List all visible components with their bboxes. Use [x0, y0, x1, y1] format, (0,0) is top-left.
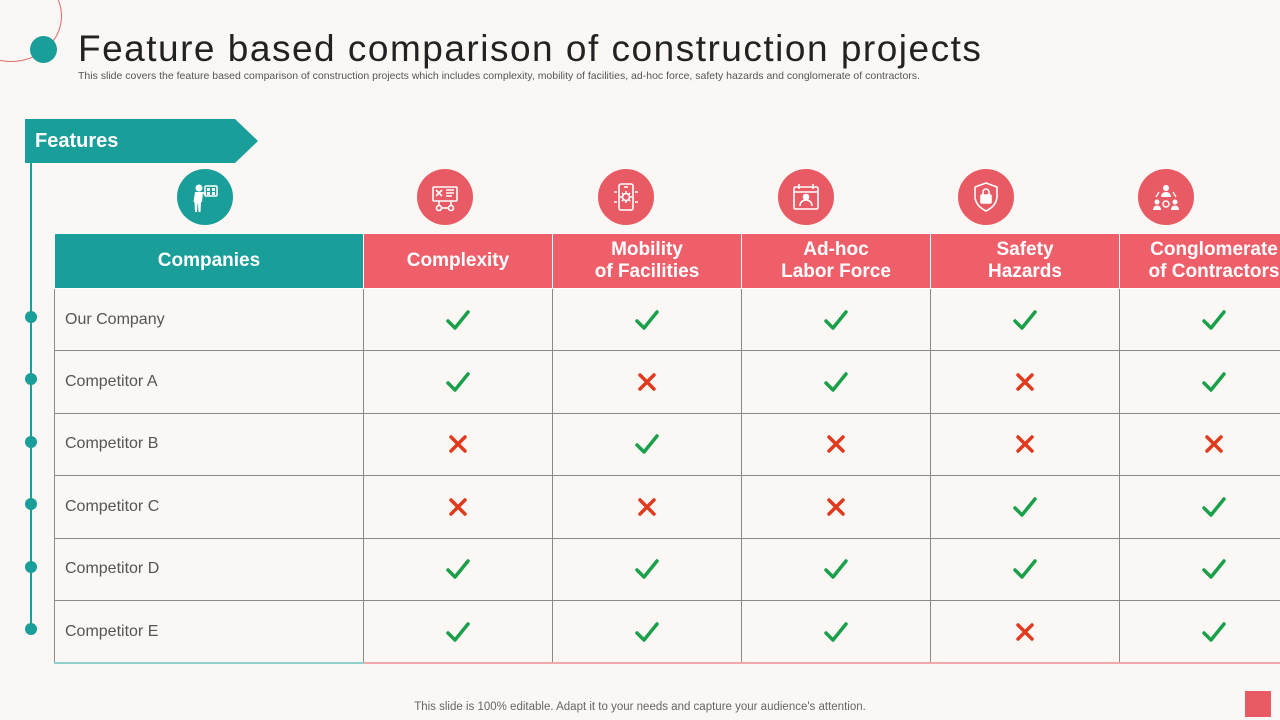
check-icon [741, 350, 931, 414]
check-icon [1119, 475, 1280, 539]
check-icon [930, 475, 1120, 539]
header-mobility: Mobility of Facilities [552, 233, 742, 289]
company-name-cell: Our Company [54, 287, 364, 352]
check-icon [363, 537, 553, 601]
check-icon [363, 287, 553, 352]
check-icon [741, 599, 931, 665]
shield-lock-icon [958, 169, 1014, 225]
cross-icon [552, 475, 742, 539]
check-icon [552, 412, 742, 477]
check-icon [363, 350, 553, 414]
check-icon [1119, 350, 1280, 414]
header-companies: Companies [54, 233, 364, 289]
check-icon [1119, 599, 1280, 665]
check-icon [930, 537, 1120, 601]
comparison-table: Companies Complexity Mobility of Faciliti… [54, 233, 1280, 665]
header-conglomerate: Conglomerate of Contractors [1119, 233, 1280, 289]
page-title: Feature based comparison of construction… [78, 28, 983, 69]
table-row: Competitor E [54, 599, 1280, 665]
company-name-cell: Competitor D [54, 537, 364, 601]
cross-icon [930, 599, 1120, 665]
table-row: Competitor C [54, 475, 1280, 539]
cross-icon [930, 350, 1120, 414]
check-icon [552, 287, 742, 352]
header-complexity: Complexity [363, 233, 553, 289]
check-icon [552, 599, 742, 665]
cross-icon [741, 475, 931, 539]
title-bullet-dot [30, 36, 57, 63]
cross-icon [363, 412, 553, 477]
features-banner: Features [25, 119, 258, 163]
check-icon [1119, 287, 1280, 352]
company-name-cell: Competitor A [54, 350, 364, 414]
check-icon [552, 537, 742, 601]
timeline-dot [25, 561, 37, 573]
header-safety: Safety Hazards [930, 233, 1120, 289]
company-name-cell: Competitor B [54, 412, 364, 477]
blueprint-icon [417, 169, 473, 225]
check-icon [930, 287, 1120, 352]
company-name-cell: Competitor C [54, 475, 364, 539]
check-icon [1119, 537, 1280, 601]
table-row: Competitor B [54, 412, 1280, 477]
cross-icon [363, 475, 553, 539]
table-row: Our Company [54, 287, 1280, 352]
timeline-dot [25, 436, 37, 448]
cross-icon [1119, 412, 1280, 477]
header-adhoc: Ad-hoc Labor Force [741, 233, 931, 289]
cross-icon [552, 350, 742, 414]
team-network-icon [1138, 169, 1194, 225]
timeline-dot [25, 623, 37, 635]
check-icon [741, 537, 931, 601]
table-header-row: Companies Complexity Mobility of Faciliti… [54, 233, 1280, 289]
check-icon [363, 599, 553, 665]
calendar-worker-icon [778, 169, 834, 225]
table-body: Our Company Competitor A Competitor B Compe… [54, 287, 1280, 665]
check-icon [741, 287, 931, 352]
cross-icon [741, 412, 931, 477]
cross-icon [930, 412, 1120, 477]
timeline-dot [25, 498, 37, 510]
table-row: Competitor A [54, 350, 1280, 414]
company-name-cell: Competitor E [54, 599, 364, 665]
timeline-dot [25, 373, 37, 385]
page-subtitle: This slide covers the feature based comp… [78, 70, 920, 82]
worker-icon [177, 169, 233, 225]
corner-accent-square [1245, 691, 1271, 717]
footer-note: This slide is 100% editable. Adapt it to… [414, 701, 866, 713]
mobile-settings-icon [598, 169, 654, 225]
table-row: Competitor D [54, 537, 1280, 601]
timeline-line [30, 163, 32, 631]
timeline-dot [25, 311, 37, 323]
